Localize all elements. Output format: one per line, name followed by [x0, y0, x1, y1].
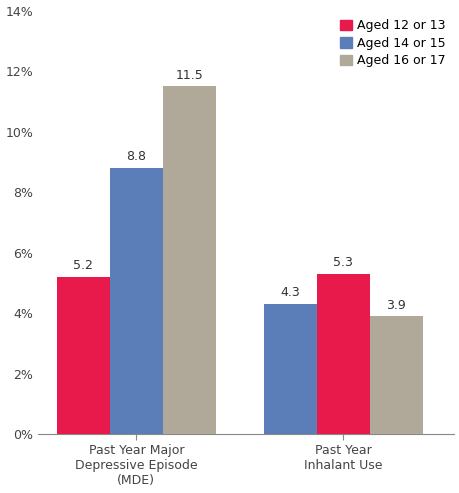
Bar — [316, 274, 369, 434]
Bar — [162, 86, 215, 434]
Text: 5.3: 5.3 — [332, 256, 353, 269]
Bar — [263, 304, 316, 434]
Text: 8.8: 8.8 — [126, 150, 146, 163]
Text: 4.3: 4.3 — [280, 286, 299, 299]
Bar — [369, 316, 422, 434]
Legend: Aged 12 or 13, Aged 14 or 15, Aged 16 or 17: Aged 12 or 13, Aged 14 or 15, Aged 16 or… — [336, 17, 447, 70]
Bar — [57, 277, 110, 434]
Text: 11.5: 11.5 — [175, 69, 203, 82]
Bar — [110, 168, 162, 434]
Text: 3.9: 3.9 — [386, 299, 405, 312]
Text: 5.2: 5.2 — [73, 259, 93, 272]
